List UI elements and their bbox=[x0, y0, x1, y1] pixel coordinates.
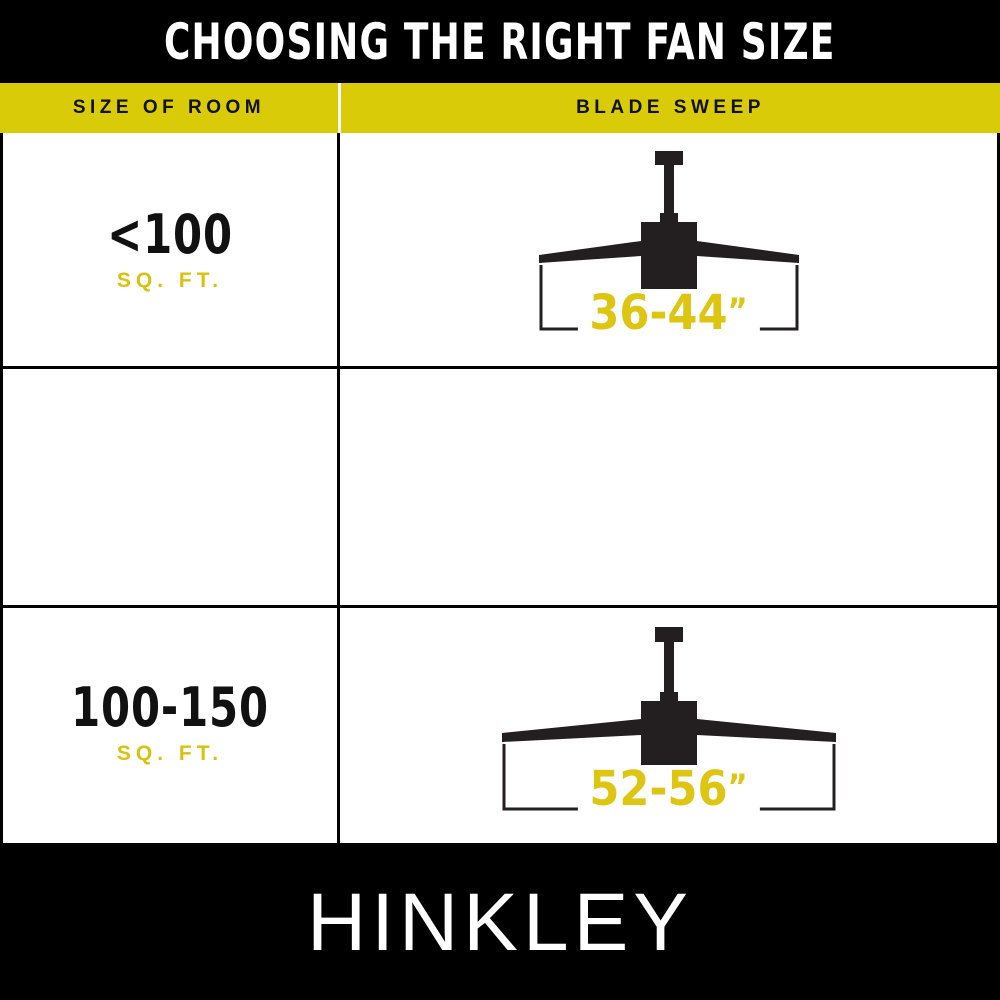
brand-logo: HINKLEY bbox=[307, 877, 693, 968]
room-size-unit: SQ. FT. bbox=[116, 268, 224, 292]
table-body: <100 SQ. FT. bbox=[0, 133, 1000, 846]
column-header-blade-sweep-label: BLADE SWEEP bbox=[576, 97, 765, 118]
table-border-left bbox=[0, 133, 3, 846]
column-header-size-of-room: SIZE OF ROOM bbox=[0, 83, 338, 133]
column-header-size-of-room-label: SIZE OF ROOM bbox=[72, 97, 266, 118]
footer-brand-bar: HINKLEY bbox=[0, 846, 1000, 1000]
blade-sweep-unit: ” bbox=[727, 767, 748, 807]
table-row: >150 SQ. FT. bbox=[0, 608, 1000, 843]
title-bar: CHOOSING THE RIGHT FAN SIZE bbox=[0, 0, 1000, 83]
table-border-bottom bbox=[0, 843, 1000, 846]
column-divider bbox=[337, 133, 340, 846]
row-separator bbox=[0, 605, 1000, 608]
blade-sweep-unit: ” bbox=[727, 291, 748, 331]
row-separator bbox=[0, 366, 1000, 369]
table-border-right bbox=[997, 133, 1000, 846]
room-size-value: 100-150 bbox=[71, 676, 269, 739]
page-title: CHOOSING THE RIGHT FAN SIZE bbox=[164, 12, 836, 71]
column-header-blade-sweep: BLADE SWEEP bbox=[338, 83, 1000, 133]
table-row: 100-150 SQ. FT. bbox=[0, 369, 1000, 813]
fan-size-table: SIZE OF ROOM BLADE SWEEP <100 SQ. FT. bbox=[0, 83, 1000, 846]
blade-sweep-label: 36-44” bbox=[577, 289, 760, 337]
cell-blade-sweep: 52-56” bbox=[340, 605, 997, 841]
blade-sweep-label: 52-56” bbox=[577, 765, 760, 813]
cell-size-of-room: <100 SQ. FT. bbox=[3, 133, 337, 366]
table-header-row: SIZE OF ROOM BLADE SWEEP bbox=[0, 83, 1000, 133]
cell-blade-sweep: 36-44” bbox=[340, 133, 997, 366]
room-size-unit: SQ. FT. bbox=[116, 742, 224, 765]
table-row: <100 SQ. FT. bbox=[0, 133, 1000, 366]
blade-sweep-value: 52-56 bbox=[589, 761, 728, 817]
cell-size-of-room: 100-150 SQ. FT. bbox=[3, 605, 337, 841]
room-size-value: <100 bbox=[107, 202, 233, 266]
blade-sweep-value: 36-44 bbox=[589, 285, 728, 341]
